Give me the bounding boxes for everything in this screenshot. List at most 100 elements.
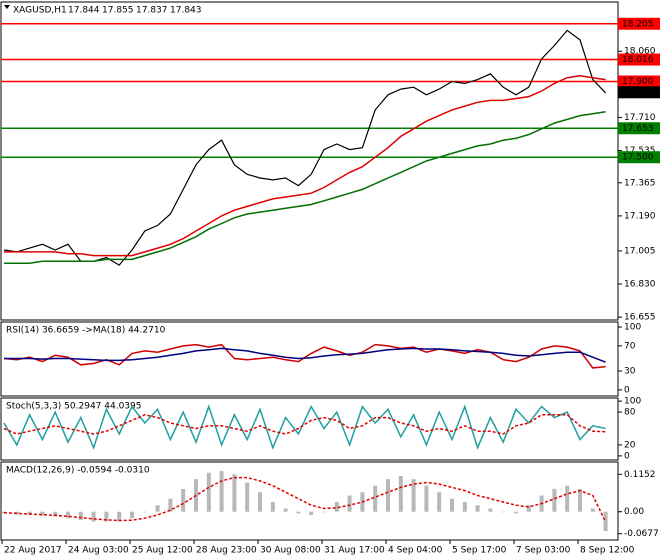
last-price-box [618, 86, 660, 99]
x-tick-label: 24 Aug 03:00 [68, 546, 129, 556]
x-tick-label: 31 Aug 17:00 [324, 546, 385, 556]
ohlc-value: 17.837 [136, 6, 168, 16]
histogram-bar [475, 505, 480, 512]
y-tick-label: 0.1152 [624, 470, 656, 480]
histogram-bar [40, 511, 45, 516]
histogram-bar [168, 498, 173, 512]
histogram-bar [219, 471, 224, 512]
last-price-label: 17.843 [622, 88, 654, 98]
panel-title: MACD(12,26,9) -0.0594 -0.0310 [6, 466, 150, 476]
level-label: 17.500 [622, 153, 654, 163]
y-tick-label: 30 [624, 367, 636, 377]
histogram-bar [283, 508, 288, 512]
y-tick-label: 16.655 [624, 313, 656, 323]
histogram-bar [232, 474, 237, 512]
level-label-box [618, 75, 660, 88]
series-line [4, 75, 606, 257]
menu-arrow [4, 5, 10, 9]
level-label-box [618, 53, 660, 66]
level-label: 18.016 [622, 55, 654, 65]
histogram-bar [66, 511, 70, 519]
histogram-bar [91, 511, 96, 522]
level-label-box [618, 17, 660, 30]
level-label: 17.653 [622, 124, 654, 134]
x-tick-label: 25 Aug 12:00 [132, 546, 193, 556]
histogram-bar [437, 492, 442, 512]
series-line [3, 476, 607, 523]
series-line [4, 111, 606, 264]
y-tick-label: 17.005 [624, 246, 656, 256]
histogram-bar [552, 488, 557, 512]
panel-frame [0, 461, 619, 541]
histogram-bar [578, 488, 582, 512]
histogram-bar [603, 511, 608, 532]
histogram-bar [53, 511, 58, 517]
histogram-bar [117, 511, 122, 522]
panel-title: Stoch(5,3,3) 50.2947 44.0395 [6, 402, 141, 412]
series-line [3, 404, 606, 450]
ohlc-value: 17.844 [68, 6, 100, 16]
histogram-bar [130, 511, 134, 519]
y-tick-label: 0 [624, 451, 630, 461]
ohlc-value: 17.843 [170, 6, 202, 16]
y-tick-label: 100 [624, 323, 641, 333]
panel-title: XAGUSD,H1 [13, 6, 67, 16]
level-label-box [618, 151, 660, 164]
x-tick-label: 28 Aug 23:00 [196, 546, 257, 556]
histogram-bar [258, 492, 262, 512]
y-tick-label: 17.190 [624, 211, 656, 221]
series-line [4, 347, 606, 363]
histogram-bar [450, 498, 454, 512]
histogram-bar [245, 482, 250, 512]
histogram-bar [386, 479, 390, 512]
series-line [3, 29, 607, 266]
y-tick-label: 70 [624, 341, 636, 351]
histogram-bar [526, 505, 531, 512]
histogram-bar [347, 495, 352, 512]
x-tick-label: 22 Aug 2017 [4, 546, 62, 556]
y-tick-label: -0.0677 [624, 529, 659, 539]
panel-title: RSI(14) 36.6659 ->MA(18) 44.2710 [6, 326, 166, 336]
x-tick-label: 4 Sep 04:00 [388, 546, 443, 556]
y-tick-label: 17.710 [624, 113, 656, 123]
histogram-bar [2, 511, 6, 514]
histogram-bar [104, 511, 109, 522]
y-tick-label: 17.535 [624, 146, 656, 156]
level-label: 18.205 [622, 19, 654, 29]
y-tick-label: 0.00 [624, 507, 644, 517]
histogram-bar [270, 501, 275, 512]
y-tick-label: 17.365 [624, 178, 656, 188]
ohlc-value: 17.855 [102, 6, 134, 16]
histogram-bar [309, 511, 314, 515]
histogram-bar [590, 508, 595, 512]
y-tick-label: 0 [624, 385, 630, 395]
histogram-bar [411, 479, 416, 512]
level-label-box [618, 122, 660, 135]
x-tick-label: 8 Sep 12:00 [580, 546, 635, 556]
histogram-bar [462, 501, 467, 512]
panel-frame [0, 321, 619, 397]
y-tick-label: 16.830 [624, 280, 656, 290]
y-tick-label: 18.060 [624, 47, 656, 57]
histogram-bar [181, 488, 186, 512]
histogram-bar [155, 505, 160, 512]
histogram-bar [334, 501, 339, 512]
histogram-bar [514, 511, 518, 514]
histogram-bar [296, 511, 301, 514]
histogram-bar [78, 511, 83, 520]
histogram-bar [565, 485, 570, 512]
y-tick-label: 20 [624, 440, 636, 450]
histogram-bar [488, 508, 493, 512]
y-tick-label: 80 [624, 408, 636, 418]
histogram-bar [206, 472, 211, 512]
histogram-bar [398, 475, 403, 512]
x-tick-label: 5 Sep 17:00 [452, 546, 507, 556]
y-tick-label: 100 [624, 397, 641, 407]
histogram-bar [424, 485, 429, 512]
level-label: 17.900 [622, 77, 654, 87]
histogram-bar [373, 485, 378, 512]
x-tick-label: 7 Sep 03:00 [516, 546, 571, 556]
panel-frame [0, 397, 619, 461]
